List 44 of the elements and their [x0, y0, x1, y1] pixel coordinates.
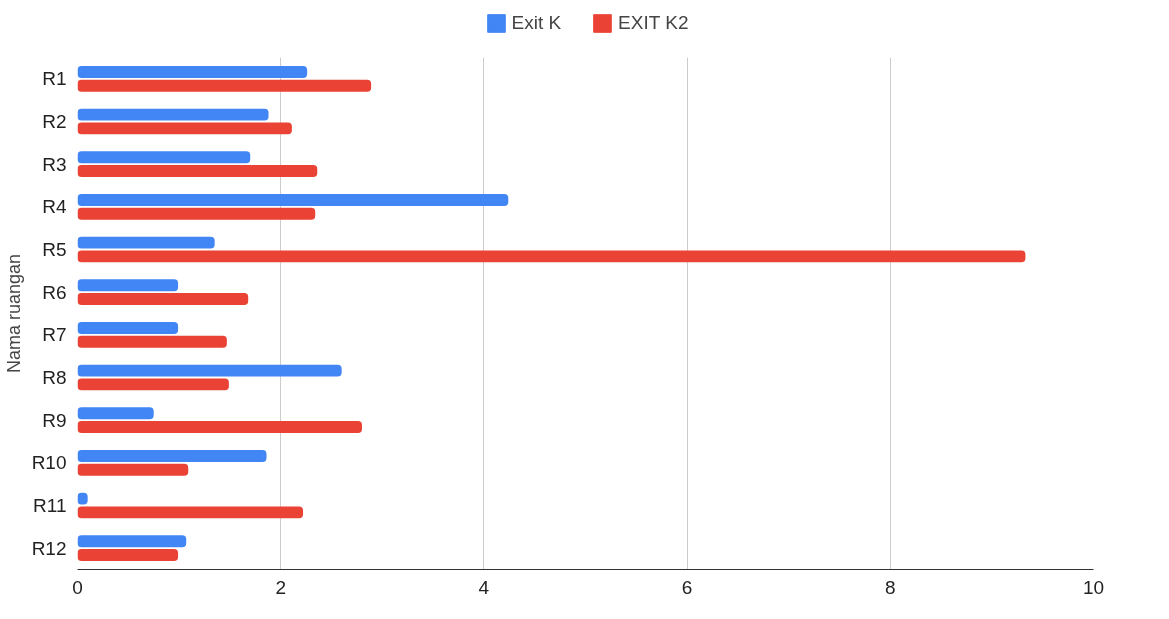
- bar: [77, 207, 316, 220]
- bar: [77, 378, 229, 391]
- bar: [77, 79, 372, 92]
- y-tick-label: R1: [42, 68, 67, 90]
- x-tick-label: 0: [72, 576, 83, 598]
- bar: [77, 321, 179, 334]
- y-tick-label: R10: [31, 452, 67, 474]
- bar: [77, 463, 189, 476]
- y-tick-label: R3: [42, 153, 67, 175]
- y-tick-label: R9: [42, 409, 67, 431]
- bar: [77, 549, 179, 562]
- bar: [77, 407, 154, 420]
- x-tick-label: 10: [1082, 576, 1105, 598]
- y-axis-title: Nama ruangan: [3, 253, 24, 374]
- bar: [77, 364, 342, 377]
- y-tick-label: R8: [42, 367, 67, 388]
- x-tick-label: 8: [885, 576, 896, 598]
- x-tick-label: 4: [478, 576, 490, 598]
- bar: [77, 535, 187, 548]
- bar: [77, 449, 267, 462]
- bar: [77, 65, 308, 78]
- y-tick-label: R2: [42, 111, 67, 132]
- legend-label: Exit K: [511, 11, 562, 34]
- y-tick-label: R7: [42, 324, 67, 346]
- legend-label: EXIT K2: [618, 11, 689, 34]
- x-tick-label: 2: [275, 576, 286, 598]
- bar: [77, 335, 227, 348]
- x-tick-label: 6: [681, 576, 693, 598]
- bar: [77, 122, 292, 135]
- bar: [77, 193, 509, 206]
- bar: [77, 279, 179, 292]
- bar: [77, 151, 251, 164]
- y-tick-label: R6: [42, 281, 67, 303]
- y-tick-label: R4: [42, 196, 67, 218]
- bar: [77, 293, 249, 306]
- bar: [77, 421, 362, 434]
- y-tick-label: R5: [42, 239, 67, 260]
- bar: [77, 506, 304, 519]
- bar: [77, 108, 269, 121]
- y-tick-label: R12: [31, 537, 67, 559]
- bar: [77, 250, 1026, 263]
- bar: [77, 165, 318, 178]
- bar: [77, 236, 215, 249]
- y-tick-label: R11: [33, 495, 67, 516]
